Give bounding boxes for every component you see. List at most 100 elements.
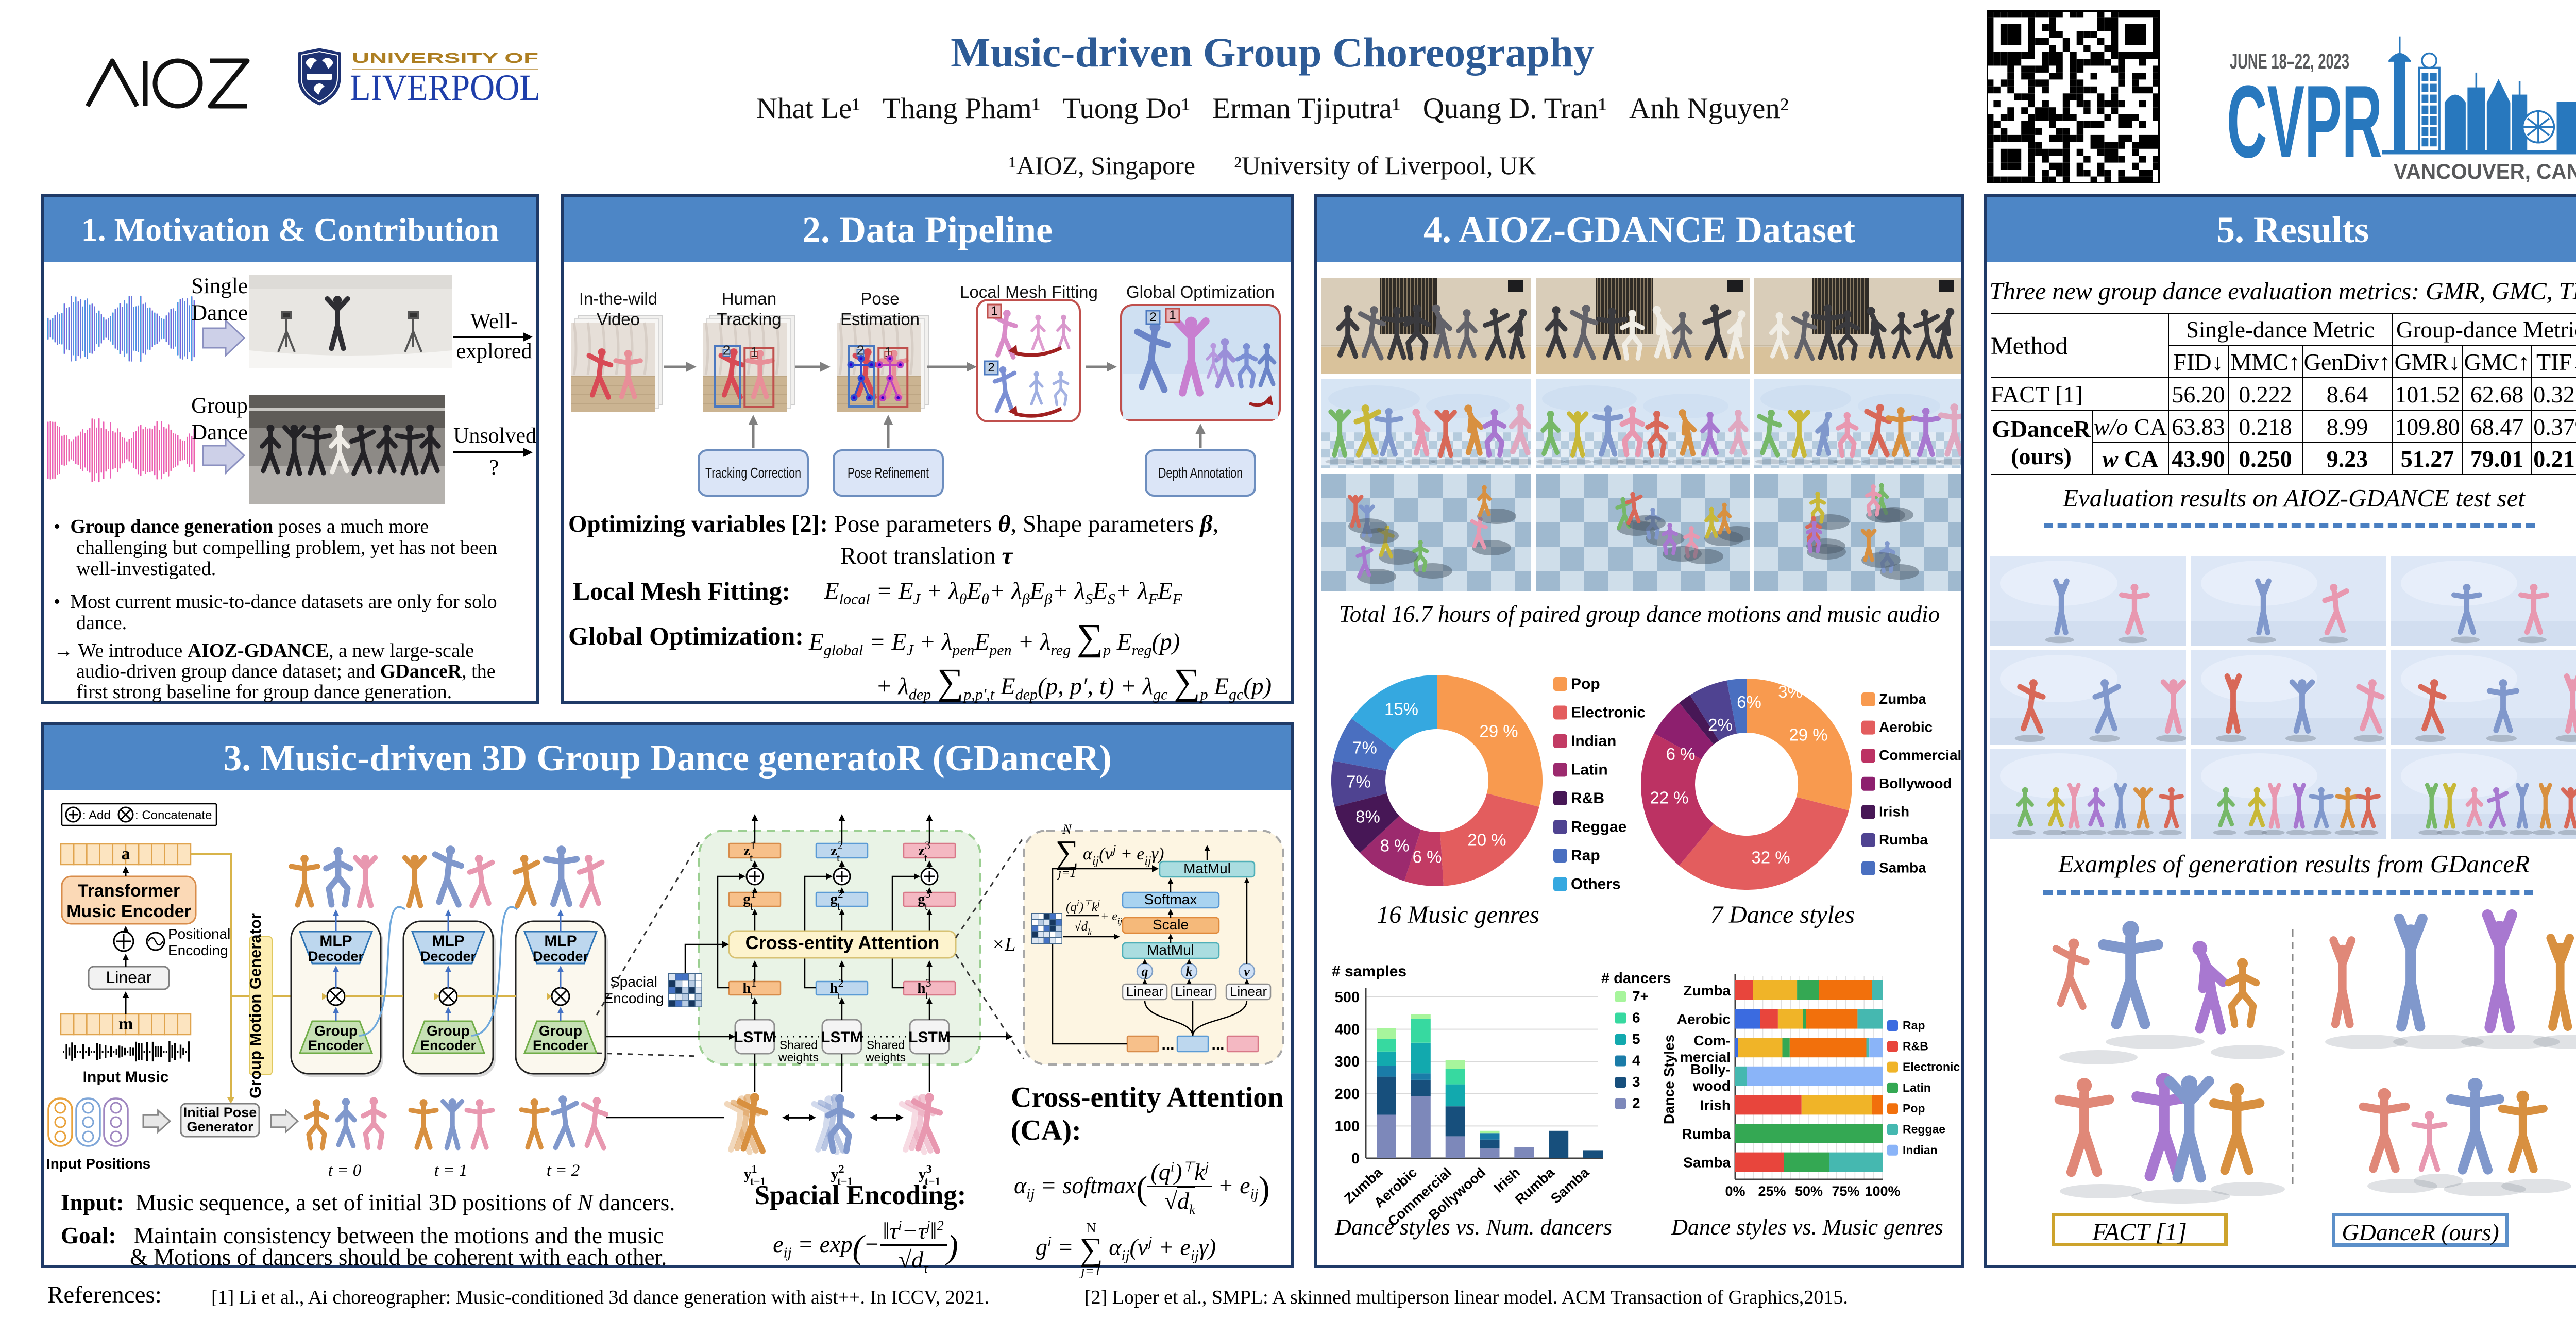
svg-text:4: 4 <box>1632 1053 1640 1069</box>
svg-text:N: N <box>1062 822 1072 837</box>
svg-text:Reggae: Reggae <box>1903 1123 1945 1136</box>
svg-text:t = 0: t = 0 <box>328 1161 362 1180</box>
svg-text:2%: 2% <box>1708 715 1733 734</box>
svg-text:JUNE 18–22, 2023: JUNE 18–22, 2023 <box>2230 49 2349 73</box>
svg-text:...: ... <box>1211 1036 1224 1053</box>
svg-text:2: 2 <box>988 361 994 375</box>
svg-text:Shared: Shared <box>867 1038 905 1052</box>
svg-text:Pop: Pop <box>1903 1102 1925 1115</box>
svg-text:Rumba: Rumba <box>1682 1126 1731 1142</box>
svg-text:k: k <box>1186 964 1193 979</box>
svg-text:Input Music: Input Music <box>83 1069 169 1086</box>
svg-text:UNIVERSITY OF: UNIVERSITY OF <box>352 50 538 66</box>
svg-text:t = 1: t = 1 <box>434 1161 467 1180</box>
svg-text:Irish: Irish <box>1700 1097 1731 1113</box>
svg-text:z1t: z1 t <box>743 839 756 864</box>
svg-text:MLP: MLP <box>544 933 577 950</box>
svg-text:0: 0 <box>1351 1151 1360 1167</box>
svg-text:Reggae: Reggae <box>1571 819 1626 836</box>
svg-text:8%: 8% <box>1355 807 1380 826</box>
svg-text:: Add: : Add <box>82 808 111 822</box>
svg-text:z3t: z3 t <box>918 839 930 864</box>
svg-text:500: 500 <box>1335 989 1360 1006</box>
svg-text:LSTM: LSTM <box>734 1029 776 1046</box>
svg-text:Decoder: Decoder <box>420 949 477 964</box>
svg-text:Spacial: Spacial <box>610 974 657 990</box>
svg-text:29 %: 29 % <box>1479 722 1518 741</box>
svg-text:7%: 7% <box>1352 738 1377 757</box>
svg-text:Group Motion Generator: Group Motion Generator <box>246 913 264 1098</box>
svg-text:20 %: 20 % <box>1467 831 1506 850</box>
svg-text:Initial Pose: Initial Pose <box>183 1105 257 1120</box>
svg-text:29 %: 29 % <box>1789 725 1827 745</box>
svg-text:Encoder: Encoder <box>533 1038 589 1053</box>
svg-text:Samba: Samba <box>1683 1155 1731 1171</box>
svg-text:Indian: Indian <box>1903 1143 1938 1157</box>
svg-text:Latin: Latin <box>1903 1081 1931 1094</box>
svg-text:6 %: 6 % <box>1413 848 1442 867</box>
svg-text:Rumba: Rumba <box>1512 1164 1558 1208</box>
svg-text:Shared: Shared <box>779 1038 818 1052</box>
svg-text:Bolly-: Bolly- <box>1690 1061 1731 1077</box>
svg-text:8 %: 8 % <box>1380 836 1410 855</box>
svg-text:Irish: Irish <box>1879 803 1909 819</box>
svg-text:Cross-entity Attention: Cross-entity Attention <box>745 932 940 953</box>
svg-text:Aerobic: Aerobic <box>1677 1011 1731 1027</box>
svg-text:Others: Others <box>1571 876 1621 893</box>
svg-text:2: 2 <box>723 342 730 358</box>
svg-text:32 %: 32 % <box>1751 848 1790 867</box>
svg-text:Pose Refinement: Pose Refinement <box>848 465 929 481</box>
svg-text:×L: ×L <box>992 934 1016 955</box>
svg-text:Electronic: Electronic <box>1571 704 1646 721</box>
svg-text:g2t: g2 t <box>830 887 843 912</box>
svg-text:Linear: Linear <box>106 968 152 987</box>
svg-text:2: 2 <box>1632 1095 1640 1111</box>
svg-text:h1t: h1 t <box>742 976 756 1002</box>
svg-text:Zumba: Zumba <box>1683 983 1731 999</box>
svg-text:Aerobic: Aerobic <box>1879 719 1933 735</box>
svg-text:Encoder: Encoder <box>308 1038 364 1053</box>
svg-text:100%: 100% <box>1865 1183 1900 1199</box>
svg-text:6%: 6% <box>1737 692 1761 712</box>
svg-text:100: 100 <box>1335 1118 1360 1135</box>
svg-text:t = 2: t = 2 <box>547 1161 580 1180</box>
svg-text:Encoding: Encoding <box>168 942 228 958</box>
svg-text:q: q <box>1142 964 1148 979</box>
svg-text:Linear: Linear <box>1230 984 1267 999</box>
svg-text:g1t: g1 t <box>743 887 756 912</box>
svg-text:MatMul: MatMul <box>1147 942 1194 958</box>
svg-text:Decoder: Decoder <box>533 949 589 964</box>
svg-text:Latin: Latin <box>1571 762 1608 779</box>
svg-text:Group: Group <box>539 1023 582 1039</box>
svg-text:z2t: z2 t <box>831 839 843 864</box>
svg-text:5: 5 <box>1632 1031 1640 1047</box>
svg-text:LSTM: LSTM <box>821 1029 863 1046</box>
svg-text:50%: 50% <box>1795 1183 1823 1199</box>
svg-text:Softmax: Softmax <box>1144 891 1197 907</box>
svg-text:7%: 7% <box>1346 772 1371 791</box>
svg-text:MatMul: MatMul <box>1183 860 1231 876</box>
svg-text:Encoding: Encoding <box>604 990 664 1006</box>
svg-text:Dance Styles: Dance Styles <box>1661 1035 1677 1124</box>
svg-text:v: v <box>1244 964 1250 979</box>
svg-text:Group: Group <box>427 1023 470 1039</box>
svg-text:3%: 3% <box>1778 682 1803 701</box>
svg-text:h2t: h2 t <box>829 976 843 1002</box>
svg-text:# dancers: # dancers <box>1601 970 1671 987</box>
svg-text:Pop: Pop <box>1571 675 1600 692</box>
svg-text:Rap: Rap <box>1571 847 1600 864</box>
svg-text:2: 2 <box>1149 310 1156 324</box>
svg-text:: Concatenate: : Concatenate <box>135 808 212 822</box>
svg-text:200: 200 <box>1335 1086 1360 1103</box>
svg-text:wood: wood <box>1692 1078 1731 1094</box>
svg-text:Com-: Com- <box>1693 1033 1731 1049</box>
svg-text:Rumba: Rumba <box>1879 832 1928 848</box>
svg-text:0%: 0% <box>1725 1183 1745 1199</box>
svg-text:Depth Annotation: Depth Annotation <box>1158 465 1243 481</box>
svg-text:1: 1 <box>751 344 758 360</box>
svg-text:Linear: Linear <box>1175 984 1213 999</box>
svg-text:Electronic: Electronic <box>1903 1060 1960 1074</box>
svg-text:# samples: # samples <box>1332 963 1406 980</box>
svg-text:h3t: h3 t <box>917 976 931 1002</box>
svg-text:Transformer: Transformer <box>78 881 180 901</box>
